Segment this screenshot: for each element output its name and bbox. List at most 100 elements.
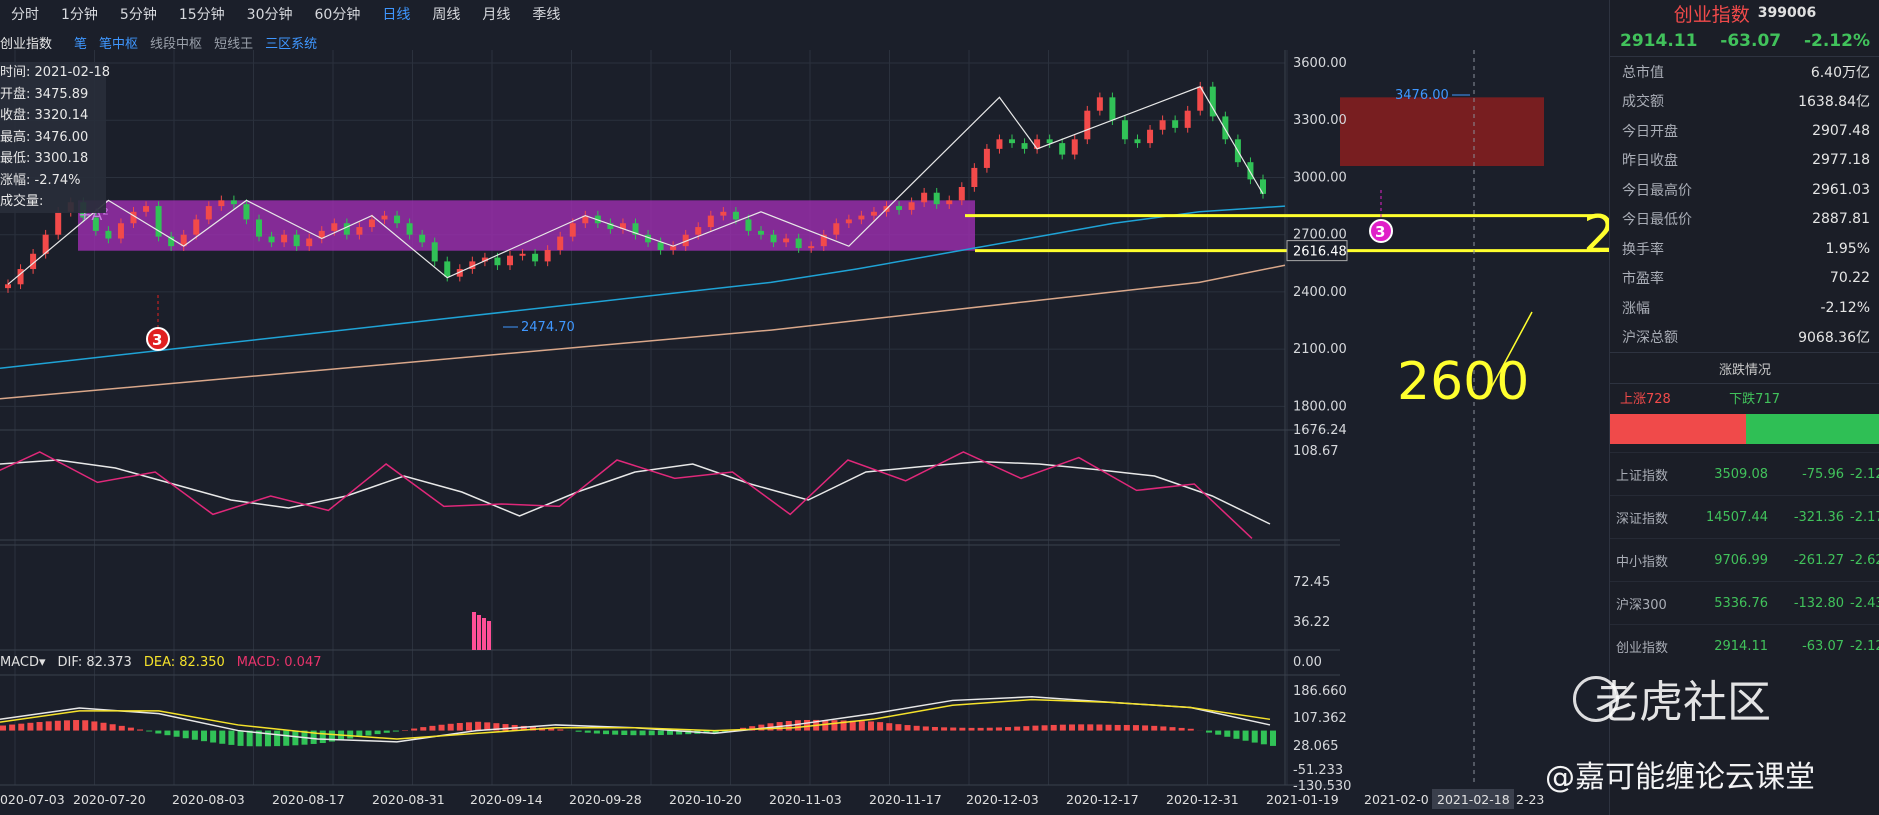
tool-0[interactable]: 笔 [74, 36, 88, 52]
date-tick: 2020-12-03 [966, 792, 1039, 807]
candle-body [17, 269, 24, 285]
stroke-line [7, 85, 1264, 285]
price-tick: 3300.00 [1293, 113, 1347, 128]
trough-label: 2474.70 [521, 320, 575, 335]
stat-row: 成交额 1638.84亿 [1610, 87, 1879, 117]
index-row-price: 5336.76 [1714, 595, 1768, 611]
macd-histogram-bar [995, 727, 1002, 731]
buy-point-label: 3 [152, 331, 162, 349]
macd-histogram-bar [941, 727, 948, 731]
kdj-signal-bar [487, 621, 491, 650]
stat-label: 换手率 [1622, 241, 1664, 258]
candle-body [1184, 110, 1191, 128]
macd-histogram-bar [612, 730, 619, 735]
candle-body [256, 219, 262, 237]
annotation-arrow [1489, 311, 1533, 391]
candle-body [745, 219, 752, 231]
macd-histogram-bar [283, 730, 290, 746]
macd-histogram-bar [1005, 727, 1012, 731]
info-close: 收盘: 3320.14 [0, 108, 89, 123]
macd-histogram-bar [676, 730, 683, 735]
macd-histogram-bar [1087, 724, 1094, 731]
breadth-bar [1610, 414, 1879, 444]
breadth-section-title: 涨跌情况 [1610, 352, 1879, 384]
tab-period-6[interactable]: 日线 [382, 7, 411, 23]
macd-histogram-bar [54, 720, 61, 731]
macd-histogram-bar [548, 728, 555, 731]
candle-body [281, 234, 288, 243]
kline-chart[interactable]: 3600.00 3300.00 3000.00 2700.00 2400.00 2100.… [0, 0, 1609, 815]
macd-tick: -130.530 [1293, 779, 1351, 794]
info-change: 涨幅: -2.74% [0, 172, 81, 188]
candle-body [318, 230, 325, 239]
macd-histogram-bar [137, 729, 144, 731]
macd-histogram-bar [858, 721, 865, 731]
macd-histogram-bar [447, 723, 454, 731]
index-row-pct: -2.12% [1850, 466, 1879, 482]
macd-histogram-bar [895, 724, 902, 731]
side-header: 创业指数 399006 [1610, 0, 1879, 26]
macd-histogram-bar [18, 723, 25, 731]
macd-histogram-bar [877, 722, 884, 731]
macd-tick: 28.065 [1293, 739, 1339, 754]
stat-row: 今日最低价 2887.81 [1610, 205, 1879, 235]
tool-2[interactable]: 线段中枢 [150, 36, 203, 52]
date-tick: 2021-02-0 [1364, 792, 1429, 807]
candle-body [456, 269, 463, 277]
moving-average-lines [0, 205, 1286, 400]
tab-period-9[interactable]: 季线 [532, 7, 561, 23]
index-row[interactable]: 中小指数 9706.99 -261.27 -2.62% [1610, 538, 1879, 581]
date-tick: 2020-10-20 [669, 792, 742, 807]
macd-histogram-bar [1023, 726, 1030, 731]
tab-period-8[interactable]: 月线 [482, 7, 511, 23]
index-row-price: 3509.08 [1714, 466, 1768, 482]
index-row-price: 2914.11 [1714, 638, 1768, 654]
stat-row: 昨日收盘 2977.18 [1610, 146, 1879, 176]
macd-histogram-bar [1160, 726, 1167, 731]
breadth-bar-down [1746, 414, 1879, 444]
stat-row: 今日开盘 2907.48 [1610, 116, 1879, 146]
candle-body [958, 187, 965, 201]
sell-point-label: 3 [1375, 223, 1385, 241]
macd-histogram-bar [666, 730, 673, 735]
macd-histogram-bar [255, 730, 262, 747]
tab-period-5[interactable]: 60分钟 [314, 7, 361, 23]
macd-histogram-bar [968, 727, 975, 731]
tool-3[interactable]: 短线王 [214, 36, 254, 52]
index-row[interactable]: 创业指数 2914.11 -63.07 -2.12% [1610, 624, 1879, 667]
index-row-pct: -2.43% [1850, 595, 1879, 611]
tool-4[interactable]: 三区系统 [265, 36, 318, 52]
candle-body [394, 215, 401, 224]
candle-body [193, 219, 200, 235]
candle-body [1084, 110, 1091, 140]
candle-body [1209, 86, 1216, 117]
candle-body [105, 230, 112, 239]
tool-1[interactable]: 笔中枢 [99, 36, 139, 52]
index-row[interactable]: 深证指数 14507.44 -321.36 -2.17% [1610, 495, 1879, 538]
ma-line-0 [0, 205, 1286, 369]
chan-strokes [7, 85, 1264, 285]
tab-period-0[interactable]: 分时 [11, 7, 39, 23]
tab-period-3[interactable]: 15分钟 [178, 7, 225, 23]
index-row-price: 9706.99 [1714, 552, 1768, 568]
index-row[interactable]: 沪深300 5336.76 -132.80 -2.43% [1610, 581, 1879, 624]
macd-histogram-bar [758, 724, 765, 731]
macd-indicator [0, 696, 1276, 747]
macd-histogram-bar [45, 721, 52, 731]
tab-period-7[interactable]: 周线 [432, 7, 461, 23]
index-row-name: 深证指数 [1616, 511, 1669, 527]
candle-body [243, 204, 250, 220]
macd-selector[interactable]: MACD▾ [0, 655, 46, 670]
index-row[interactable]: 上证指数 3509.08 -75.96 -2.12% [1610, 452, 1879, 495]
macd-histogram-bar [584, 730, 591, 733]
candle-body [870, 211, 877, 216]
candle-body [431, 242, 438, 262]
macd-histogram-bar [1215, 730, 1222, 735]
tab-period-4[interactable]: 30分钟 [246, 7, 293, 23]
candle-body [494, 257, 501, 266]
info-time: 时间: 2021-02-18 [0, 65, 111, 80]
tab-period-2[interactable]: 5分钟 [119, 7, 157, 23]
tab-period-1[interactable]: 1分钟 [61, 7, 98, 23]
candle-body [908, 202, 915, 210]
